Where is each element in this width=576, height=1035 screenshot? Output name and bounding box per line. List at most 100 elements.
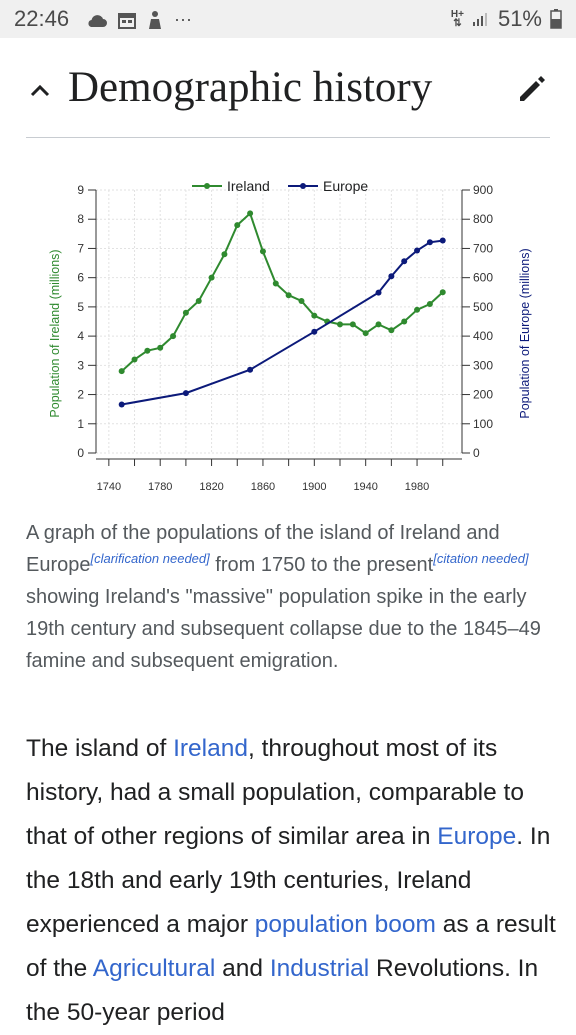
- xtick-label: 1820: [199, 481, 223, 493]
- data-point-ireland: [234, 222, 241, 229]
- ylabel-left: Population of Ireland (millions): [48, 249, 62, 417]
- clarification-needed-link[interactable]: [clarification needed]: [90, 551, 210, 566]
- legend-label-europe: Europe: [323, 178, 368, 194]
- ytick-left-label: 0: [77, 446, 84, 460]
- status-bar: 22:46 ··· H+ ⇅ 51%: [0, 0, 576, 38]
- ytick-right-label: 500: [473, 300, 493, 314]
- data-point-ireland: [362, 330, 369, 337]
- data-point-ireland: [157, 344, 164, 351]
- data-point-ireland: [170, 333, 177, 340]
- pencil-icon[interactable]: [516, 73, 548, 105]
- data-point-ireland: [221, 251, 228, 258]
- notification-icons: ···: [86, 9, 192, 30]
- ytick-right-label: 300: [473, 358, 493, 372]
- ytick-right-label: 900: [473, 183, 493, 197]
- xtick-label: 1980: [405, 481, 429, 493]
- cleaning-icon: [149, 10, 161, 29]
- data-point-ireland: [285, 292, 292, 299]
- link-population-boom[interactable]: population boom: [254, 911, 436, 938]
- network-indicator: H+ ⇅: [450, 9, 464, 29]
- data-point-ireland: [259, 248, 266, 255]
- link-industrial[interactable]: Industrial: [269, 955, 370, 982]
- ytick-left-label: 1: [77, 417, 84, 431]
- chevron-up-icon[interactable]: [28, 78, 52, 102]
- link-europe[interactable]: Europe: [437, 823, 517, 850]
- xtick-label: 1860: [251, 481, 275, 493]
- data-point-europe: [439, 237, 446, 244]
- article-paragraph: The island of Ireland, throughout most o…: [26, 735, 556, 1026]
- ytick-right-label: 400: [473, 329, 493, 343]
- ytick-left-label: 6: [77, 271, 84, 285]
- xtick-label: 1900: [302, 481, 326, 493]
- ytick-left-label: 3: [77, 358, 84, 372]
- xtick-label: 1780: [148, 481, 172, 493]
- battery-icon: [550, 9, 562, 29]
- data-point-europe: [375, 289, 382, 296]
- data-point-europe: [247, 366, 254, 373]
- chart-legend: Ireland Europe: [192, 178, 368, 194]
- xtick-label: 1740: [97, 481, 121, 493]
- chart-series: [118, 210, 446, 408]
- data-point-ireland: [439, 289, 446, 296]
- ytick-left-label: 7: [77, 241, 84, 255]
- status-time: 22:46: [14, 6, 70, 31]
- data-point-europe: [401, 258, 408, 265]
- more-icon: ···: [174, 9, 192, 29]
- legend-label-ireland: Ireland: [227, 178, 270, 194]
- series-line-ireland: [121, 211, 444, 372]
- citation-needed-link[interactable]: [citation needed]: [433, 551, 529, 566]
- data-point-europe: [311, 328, 318, 335]
- section-title: Demographic history: [68, 64, 433, 111]
- ytick-left-label: 8: [77, 212, 84, 226]
- ytick-right-label: 200: [473, 388, 493, 402]
- population-chart: 0 1 2 3 4 5 6 7 8 9 0 100 200 300 400 500 600 700 800 900 17…: [26, 168, 550, 498]
- ytick-left-label: 2: [77, 388, 84, 402]
- ytick-right-label: 0: [473, 446, 480, 460]
- link-agricultural[interactable]: Agricultural: [92, 955, 216, 982]
- ytick-right-label: 100: [473, 417, 493, 431]
- data-point-ireland: [298, 298, 305, 305]
- legend-marker-europe: [300, 183, 306, 189]
- data-point-ireland: [144, 347, 151, 354]
- status-right: H+ ⇅ 51%: [451, 6, 562, 32]
- chart-axes: 0 1 2 3 4 5 6 7 8 9 0 100 200 300 400 500 600 700 800 900 17…: [48, 183, 532, 493]
- battery-percent: 51%: [497, 6, 542, 31]
- data-point-ireland: [426, 300, 433, 307]
- chart-caption: A graph of the populations of the island…: [26, 522, 541, 672]
- calendar-icon: [118, 12, 136, 29]
- data-point-ireland: [272, 280, 279, 287]
- cloud-icon: [88, 14, 107, 27]
- ytick-right-label: 700: [473, 241, 493, 255]
- legend-marker-ireland: [204, 183, 210, 189]
- ytick-left-label: 4: [77, 329, 84, 343]
- chart-grid: [96, 189, 462, 454]
- xtick-label: 1940: [353, 481, 377, 493]
- data-point-ireland: [208, 274, 215, 281]
- data-point-ireland: [349, 321, 356, 328]
- ylabel-right: Population of Europe (millions): [518, 248, 532, 418]
- data-point-ireland: [375, 321, 382, 328]
- section-header[interactable]: Demographic history: [26, 60, 550, 138]
- series-line-europe: [121, 239, 443, 406]
- ytick-right-label: 800: [473, 212, 493, 226]
- data-point-ireland: [118, 368, 125, 375]
- chart-svg: 0 1 2 3 4 5 6 7 8 9 0 100 200 300 400 500 600 700 800 900 17…: [48, 178, 532, 493]
- ytick-left-label: 5: [77, 300, 84, 314]
- data-point-ireland: [311, 312, 318, 319]
- data-point-ireland: [401, 318, 408, 325]
- data-point-ireland: [247, 210, 254, 217]
- data-point-ireland: [337, 321, 343, 328]
- data-point-ireland: [131, 356, 138, 363]
- ytick-right-label: 600: [473, 271, 493, 285]
- data-point-ireland: [182, 309, 189, 316]
- link-ireland[interactable]: Ireland: [173, 735, 249, 762]
- data-point-ireland: [414, 306, 421, 313]
- network-arrows-icon: ⇅: [453, 18, 462, 29]
- data-point-europe: [388, 273, 395, 280]
- data-point-europe: [414, 247, 421, 254]
- ytick-left-label: 9: [77, 183, 84, 197]
- data-point-europe: [182, 390, 189, 397]
- data-point-ireland: [195, 298, 202, 305]
- data-point-europe: [426, 239, 433, 246]
- signal-icon: [472, 13, 487, 26]
